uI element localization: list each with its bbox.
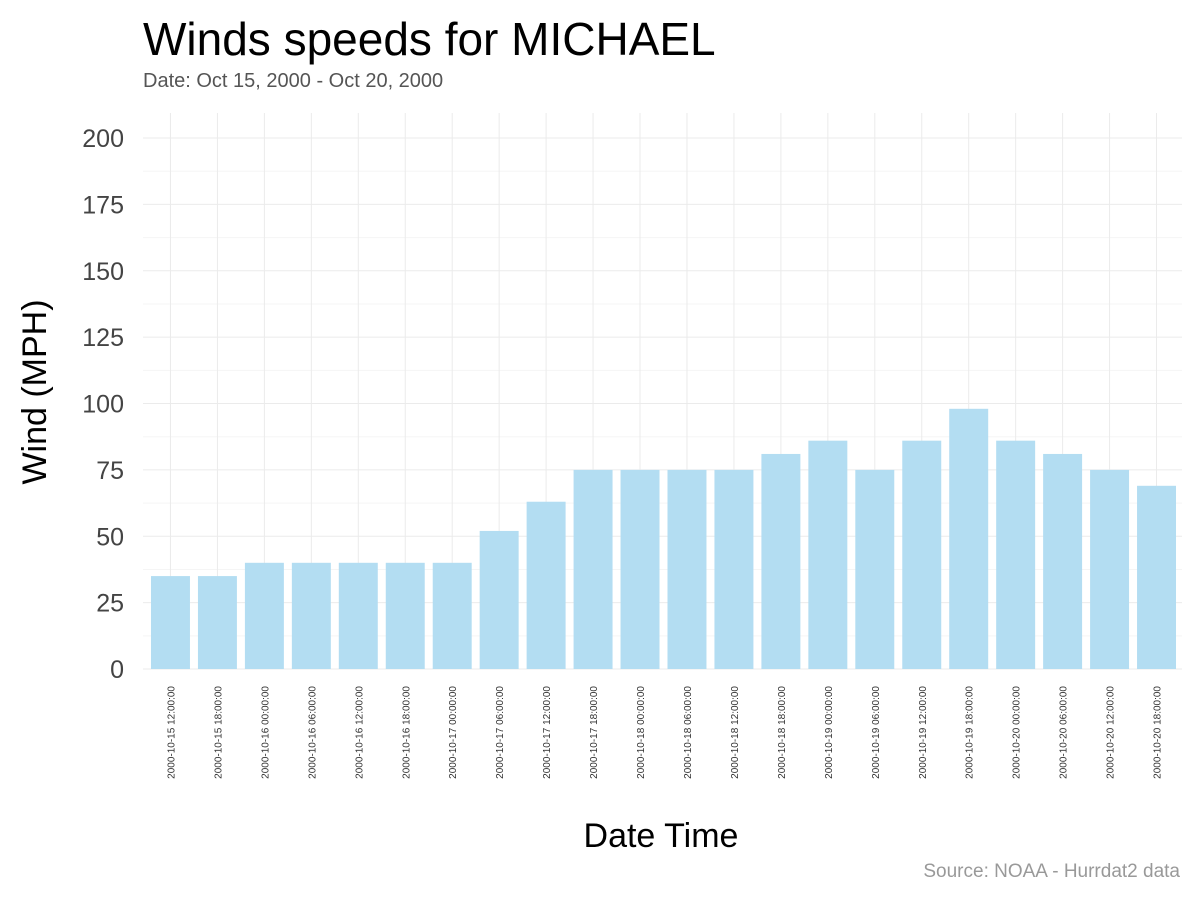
chart-title: Winds speeds for MICHAEL — [143, 13, 716, 65]
y-tick-label: 150 — [82, 258, 124, 286]
y-tick-label: 200 — [82, 125, 124, 153]
bar — [338, 562, 378, 669]
x-tick-label: 2000-10-20 00:00:00 — [1012, 686, 1023, 779]
x-tick-label: 2000-10-17 18:00:00 — [589, 686, 600, 779]
bar — [667, 469, 707, 669]
bar — [479, 530, 519, 669]
y-tick-label: 75 — [96, 457, 124, 485]
bar — [996, 440, 1036, 669]
bar — [808, 440, 848, 669]
bar — [949, 408, 989, 669]
x-tick-label: 2000-10-18 00:00:00 — [636, 686, 647, 779]
y-tick-label: 25 — [96, 590, 124, 618]
y-tick-labels: 0 25 50 75 100 125 150 175 200 — [82, 125, 124, 684]
bar — [855, 469, 895, 669]
y-tick-label: 175 — [82, 191, 124, 219]
x-tick-label: 2000-10-19 18:00:00 — [965, 686, 976, 779]
x-tick-labels: 2000-10-15 12:00:00 2000-10-15 18:00:00 20… — [166, 686, 1163, 779]
bar — [432, 562, 472, 669]
y-tick-label: 50 — [96, 523, 124, 551]
x-tick-label: 2000-10-20 06:00:00 — [1059, 686, 1070, 779]
x-tick-label: 2000-10-17 06:00:00 — [495, 686, 506, 779]
x-tick-label: 2000-10-16 12:00:00 — [354, 686, 365, 779]
x-tick-label: 2000-10-19 06:00:00 — [871, 686, 882, 779]
bar — [1090, 469, 1130, 669]
x-tick-label: 2000-10-20 18:00:00 — [1153, 686, 1164, 779]
bar — [526, 501, 566, 669]
y-tick-label: 100 — [82, 391, 124, 419]
x-tick-label: 2000-10-18 18:00:00 — [777, 686, 788, 779]
bar — [1137, 485, 1177, 669]
bar — [573, 469, 613, 669]
grid-lines — [143, 113, 1182, 670]
x-tick-label: 2000-10-15 18:00:00 — [213, 686, 224, 779]
source-caption: Source: NOAA - Hurrdat2 data — [923, 861, 1180, 882]
bar — [902, 440, 942, 669]
x-tick-label: 2000-10-16 18:00:00 — [401, 686, 412, 779]
bar — [244, 562, 284, 669]
chart-subtitle: Date: Oct 15, 2000 - Oct 20, 2000 — [143, 70, 444, 92]
x-tick-label: 2000-10-15 12:00:00 — [166, 686, 177, 779]
x-tick-label: 2000-10-20 12:00:00 — [1106, 686, 1117, 779]
x-tick-label: 2000-10-18 12:00:00 — [730, 686, 741, 779]
y-tick-label: 0 — [110, 656, 124, 684]
bar — [291, 562, 331, 669]
x-tick-label: 2000-10-18 06:00:00 — [683, 686, 694, 779]
bar — [761, 453, 801, 669]
bar — [714, 469, 754, 669]
x-tick-label: 2000-10-17 00:00:00 — [448, 686, 459, 779]
x-tick-label: 2000-10-16 06:00:00 — [307, 686, 318, 779]
y-tick-label: 125 — [82, 324, 124, 352]
x-tick-label: 2000-10-19 12:00:00 — [918, 686, 929, 779]
bar — [1043, 453, 1083, 669]
x-axis-title: Date Time — [584, 817, 739, 855]
x-tick-label: 2000-10-19 00:00:00 — [824, 686, 835, 779]
bar — [620, 469, 660, 669]
bars — [150, 408, 1177, 669]
x-tick-label: 2000-10-17 12:00:00 — [542, 686, 553, 779]
bar — [150, 576, 190, 669]
x-tick-label: 2000-10-16 00:00:00 — [260, 686, 271, 779]
bar — [197, 576, 237, 669]
y-axis-title: Wind (MPH) — [16, 299, 54, 484]
bar — [385, 562, 425, 669]
